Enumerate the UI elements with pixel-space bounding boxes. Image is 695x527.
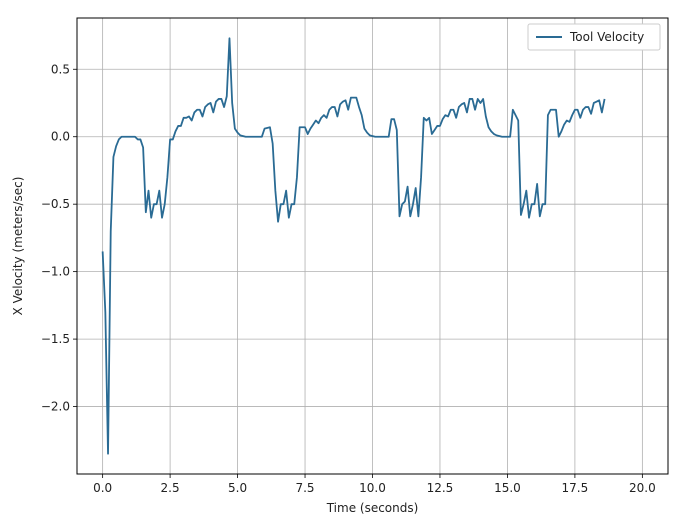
y-tick-label: −1.0 <box>41 265 70 279</box>
x-tick-label: 20.0 <box>629 481 656 495</box>
x-tick-label: 17.5 <box>562 481 589 495</box>
series-line-tool-velocity <box>101 37 606 455</box>
x-axis-label: Time (seconds) <box>326 501 419 515</box>
y-tick-label: 0.5 <box>51 62 70 76</box>
x-tick-label: 0.0 <box>93 481 112 495</box>
y-tick-label: −2.0 <box>41 400 70 414</box>
x-tick-label: 15.0 <box>494 481 521 495</box>
series-layer <box>101 37 606 455</box>
x-tick-label: 2.5 <box>161 481 180 495</box>
y-tick-label: −0.5 <box>41 197 70 211</box>
x-tick-label: 12.5 <box>427 481 454 495</box>
legend-box <box>527 23 661 51</box>
y-tick-label: −1.5 <box>41 332 70 346</box>
y-tick-label: 0.0 <box>51 130 70 144</box>
legend-label-tool-velocity: Tool Velocity <box>569 30 644 44</box>
x-tick-label: 10.0 <box>359 481 386 495</box>
legend: Tool Velocity <box>527 23 661 51</box>
y-axis-label: X Velocity (meters/sec) <box>11 177 25 316</box>
x-tick-label: 5.0 <box>228 481 247 495</box>
x-axis-ticks: 0.0 2.5 5.0 7.5 10.0 12.5 15.0 17.5 20.0 <box>93 474 656 495</box>
x-tick-label: 7.5 <box>295 481 314 495</box>
y-axis-ticks: 0.5 0.0 −0.5 −1.0 −1.5 −2.0 <box>41 62 77 414</box>
grid <box>77 18 668 474</box>
